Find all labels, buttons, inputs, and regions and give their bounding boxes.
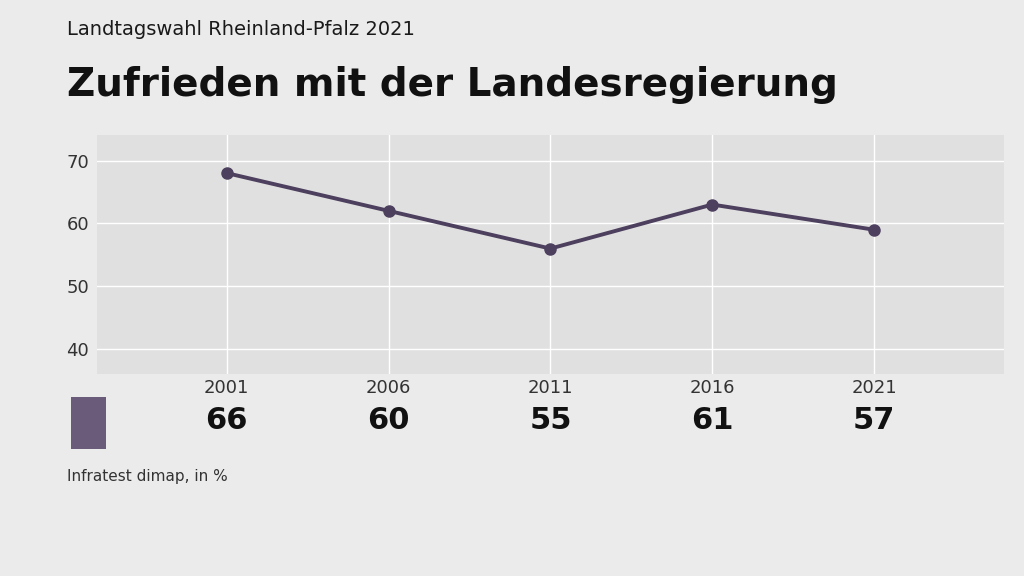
Text: 55: 55 (529, 406, 571, 435)
Text: 57: 57 (853, 406, 895, 435)
Text: Zufrieden mit der Landesregierung: Zufrieden mit der Landesregierung (67, 66, 838, 104)
Bar (72, 397, 106, 449)
Text: Landtagswahl Rheinland-Pfalz 2021: Landtagswahl Rheinland-Pfalz 2021 (67, 20, 415, 39)
Text: 60: 60 (368, 406, 410, 435)
Text: 61: 61 (691, 406, 733, 435)
Text: Infratest dimap, in %: Infratest dimap, in % (67, 469, 227, 484)
Text: 66: 66 (206, 406, 248, 435)
